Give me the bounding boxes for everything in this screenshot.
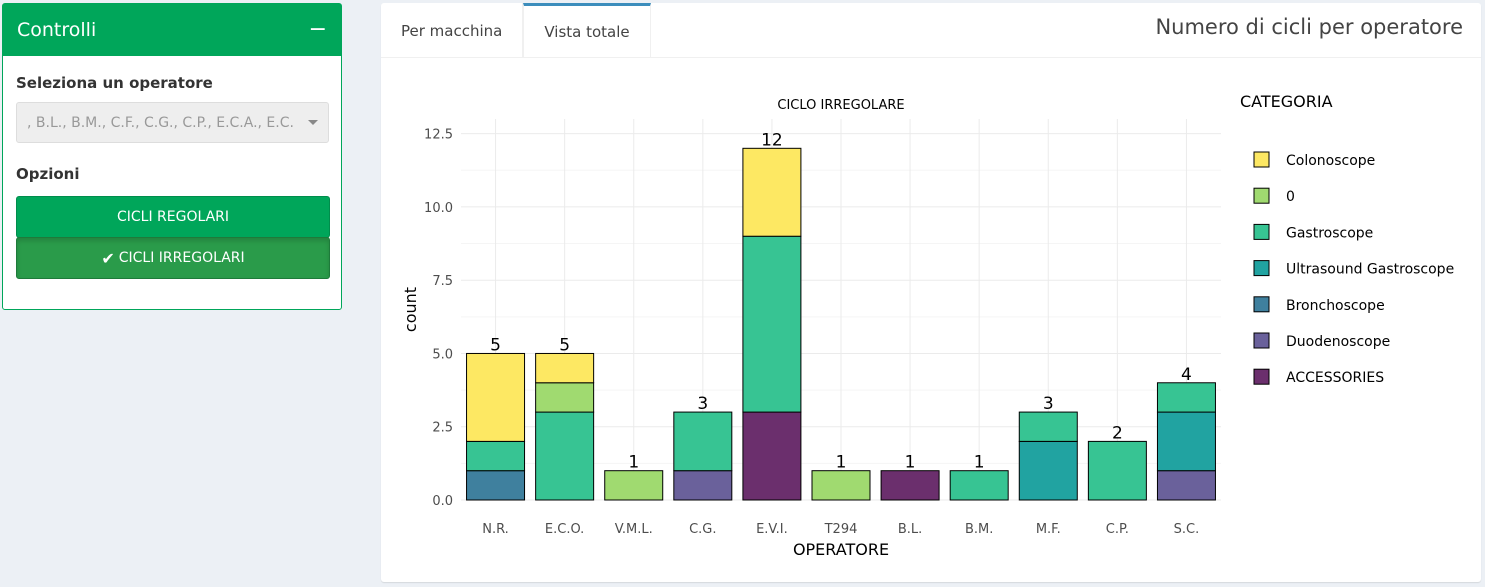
legend-swatch <box>1253 368 1270 385</box>
controls-header: Controlli − <box>3 4 341 56</box>
x-tick-label: B.M. <box>965 522 993 537</box>
operator-select[interactable]: , B.L., B.M., C.F., C.G., C.P., E.C.A., … <box>16 102 329 143</box>
bar-segment <box>535 411 595 501</box>
options-label: Opzioni <box>16 165 80 183</box>
x-tick-label: C.G. <box>689 522 716 537</box>
bar-segment <box>535 352 595 384</box>
bar-segment <box>673 470 733 501</box>
legend-label: Gastroscope <box>1286 225 1373 241</box>
x-tick-label: B.L. <box>898 522 922 537</box>
bar-segment <box>742 235 802 413</box>
bar-total-label: 2 <box>1112 423 1123 443</box>
y-tick-label: 0.0 <box>432 494 453 509</box>
legend-label: ACCESSORIES <box>1286 370 1384 386</box>
tab-divider <box>381 57 1481 58</box>
y-tick-label: 7.5 <box>432 274 453 289</box>
chart-panel: Per macchina Vista totale Numero di cicl… <box>381 3 1481 582</box>
legend-label: 0 <box>1286 189 1295 205</box>
bar-total-label: 3 <box>1043 394 1054 414</box>
irregular-cycles-button[interactable]: ✔ CICLI IRREGOLARI <box>16 237 330 279</box>
legend-label: Duodenoscope <box>1286 334 1390 350</box>
y-tick-label: 10.0 <box>424 201 453 216</box>
x-tick-label: S.C. <box>1174 522 1200 537</box>
y-tick-label: 5.0 <box>432 347 453 362</box>
legend-swatch <box>1253 223 1270 240</box>
x-tick-label: C.P. <box>1106 522 1129 537</box>
regular-cycles-button[interactable]: CICLI REGOLARI <box>16 196 330 238</box>
chart-title: CICLO IRREGOLARE <box>777 98 904 113</box>
y-axis-label: count <box>401 287 420 332</box>
bar-segment <box>466 352 526 442</box>
legend-swatch <box>1253 296 1270 313</box>
bar-segment <box>742 411 802 501</box>
bar-segment <box>466 470 526 501</box>
legend-label: Bronchoscope <box>1286 298 1385 314</box>
operator-label: Seleziona un operatore <box>16 74 213 92</box>
bar-segment <box>811 470 871 501</box>
bar-segment <box>535 382 595 413</box>
tab-vista-totale[interactable]: Vista totale <box>523 3 651 58</box>
bar-segment <box>949 470 1009 501</box>
bar-segment <box>1156 411 1216 472</box>
bar-total-label: 1 <box>905 453 916 473</box>
x-tick-label: E.V.I. <box>756 522 788 537</box>
irregular-cycles-label: CICLI IRREGOLARI <box>118 250 245 266</box>
bar-segment <box>1156 470 1216 501</box>
x-tick-label: N.R. <box>482 522 509 537</box>
stacked-bar-chart: 0.0 2.5 5.0 7.5 10.0 12.5 5 N.R. 5 E.C.O. 1 V.M.L. 3… <box>401 92 1454 559</box>
legend-swatch <box>1253 332 1270 349</box>
x-tick-label: M.F. <box>1036 522 1061 537</box>
x-axis-label: OPERATORE <box>793 540 889 559</box>
bar-total-label: 1 <box>836 453 847 473</box>
bar-segment <box>1018 411 1078 442</box>
panel-title: Numero di cicli per operatore <box>1155 15 1463 39</box>
bar-total-label: 12 <box>761 130 783 150</box>
bar-total-label: 3 <box>697 394 708 414</box>
bar-segment <box>673 411 733 472</box>
tab-per-macchina[interactable]: Per macchina <box>381 3 524 58</box>
legend-title: CATEGORIA <box>1240 92 1333 111</box>
bar-segment <box>1018 440 1078 501</box>
controls-box: Controlli − Seleziona un operatore , B.L… <box>2 3 342 310</box>
legend-swatch <box>1253 187 1270 204</box>
bar-segment <box>1087 440 1147 501</box>
controls-title: Controlli <box>17 19 97 41</box>
bar-segment <box>742 147 802 237</box>
bar-segment <box>466 440 526 472</box>
legend-swatch <box>1253 151 1270 168</box>
check-icon: ✔ <box>101 248 115 268</box>
chevron-down-icon <box>308 120 318 125</box>
operator-select-value: , B.L., B.M., C.F., C.G., C.P., E.C.A., … <box>27 114 294 131</box>
collapse-icon[interactable]: − <box>308 17 327 42</box>
legend-swatch <box>1253 260 1270 277</box>
legend-label: Colonoscope <box>1286 153 1375 169</box>
tab-bar: Per macchina Vista totale <box>381 3 651 58</box>
bar-segment <box>880 470 940 501</box>
bar-segment <box>604 470 664 501</box>
legend-label: Ultrasound Gastroscope <box>1286 262 1454 278</box>
bar-total-label: 5 <box>490 335 501 355</box>
x-tick-label: E.C.O. <box>545 522 584 537</box>
y-tick-label: 2.5 <box>432 421 453 436</box>
bar-total-label: 5 <box>559 335 570 355</box>
bar-total-label: 1 <box>974 453 985 473</box>
y-tick-label: 12.5 <box>424 128 453 143</box>
x-tick-label: V.M.L. <box>615 522 653 537</box>
bar-total-label: 1 <box>628 453 639 473</box>
bar-segment <box>1156 382 1216 413</box>
regular-cycles-label: CICLI REGOLARI <box>116 209 230 225</box>
bar-total-label: 4 <box>1181 365 1192 385</box>
x-tick-label: T294 <box>824 522 858 537</box>
